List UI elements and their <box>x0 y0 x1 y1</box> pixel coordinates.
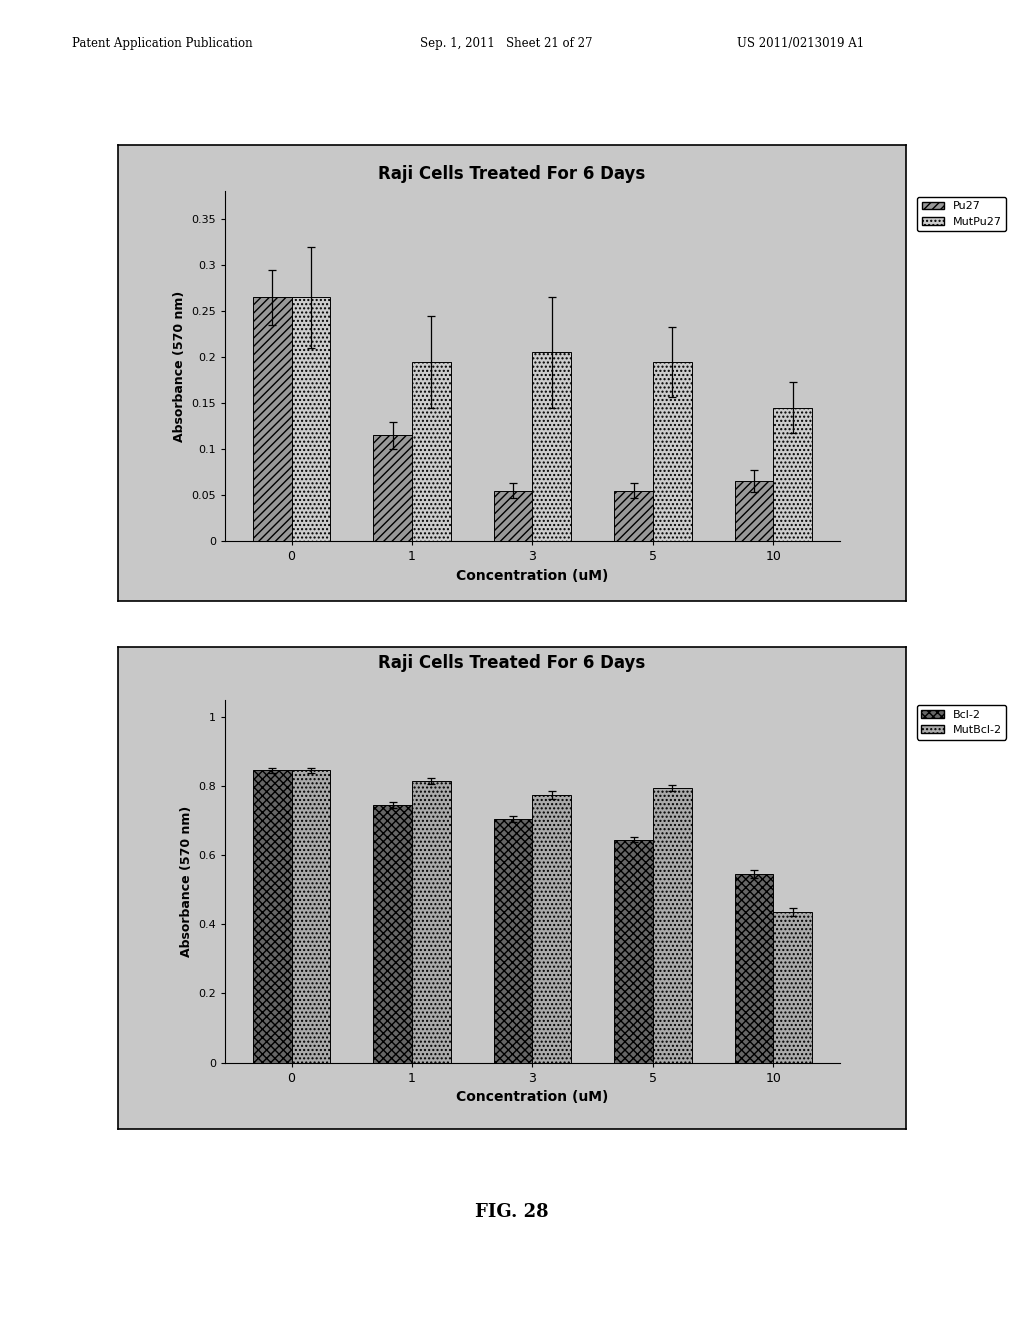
Bar <box>532 795 571 1063</box>
Y-axis label: Absorbance (570 nm): Absorbance (570 nm) <box>173 290 186 442</box>
Bar <box>374 436 412 541</box>
Legend: Pu27, MutPu27: Pu27, MutPu27 <box>918 197 1007 231</box>
Bar <box>253 297 292 541</box>
Bar <box>773 912 812 1063</box>
Text: US 2011/0213019 A1: US 2011/0213019 A1 <box>737 37 864 50</box>
Text: Patent Application Publication: Patent Application Publication <box>72 37 252 50</box>
Bar <box>292 771 330 1063</box>
Bar <box>494 491 532 541</box>
Bar <box>374 805 412 1063</box>
Text: Raji Cells Treated For 6 Days: Raji Cells Treated For 6 Days <box>379 653 645 672</box>
Bar <box>494 818 532 1063</box>
Bar <box>292 297 330 541</box>
Text: Sep. 1, 2011   Sheet 21 of 27: Sep. 1, 2011 Sheet 21 of 27 <box>420 37 592 50</box>
Y-axis label: Absorbance (570 nm): Absorbance (570 nm) <box>180 805 193 957</box>
Legend: Bcl-2, MutBcl-2: Bcl-2, MutBcl-2 <box>918 705 1007 739</box>
Bar <box>614 840 653 1063</box>
Text: Raji Cells Treated For 6 Days: Raji Cells Treated For 6 Days <box>379 165 645 183</box>
Bar <box>253 771 292 1063</box>
Bar <box>735 874 773 1063</box>
Text: FIG. 28: FIG. 28 <box>475 1203 549 1221</box>
Bar <box>735 482 773 541</box>
Bar <box>653 788 691 1063</box>
Bar <box>532 352 571 541</box>
Bar <box>653 362 691 541</box>
X-axis label: Concentration (uM): Concentration (uM) <box>457 569 608 583</box>
Bar <box>773 408 812 541</box>
Bar <box>614 491 653 541</box>
Bar <box>412 362 451 541</box>
X-axis label: Concentration (uM): Concentration (uM) <box>457 1090 608 1105</box>
Bar <box>412 781 451 1063</box>
